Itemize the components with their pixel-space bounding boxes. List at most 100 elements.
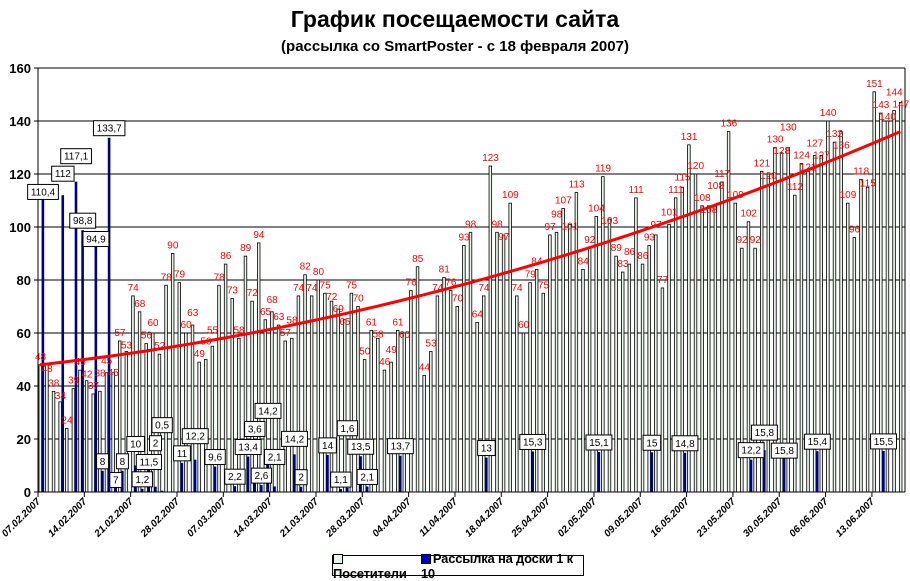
mailing-data-label: 13,5 [351,442,371,453]
mailing-label-box [51,165,75,182]
visitors-data-label: 103 [601,216,618,227]
mailing-data-label: 3,6 [248,424,262,435]
mailing-data-label: 10 [130,440,142,451]
visitors-data-label: 86 [637,251,649,262]
mailing-data-label-group: 13,4 [234,438,262,455]
visitors-data-label: 109 [727,190,744,201]
legend-label-mailing: Рассылка на доски 1 к 10 [420,550,573,581]
visitors-data-label: 56 [141,331,153,342]
visitors-bar [448,290,453,493]
visitors-data-label: 60 [518,320,530,331]
mailing-label-box [151,417,173,434]
visitors-data-label: 136 [833,141,850,152]
visitors-data-label: 89 [611,243,623,254]
visitors-bar [541,292,545,493]
visitors-bar [303,274,307,493]
visitors-bar [409,290,413,493]
visitors-bar [343,319,347,493]
visitors-data-label: 57 [280,328,292,339]
visitors-data-label: 75 [346,280,358,291]
visitors-data-label: 113 [569,180,585,191]
mailing-data-label: 15,1 [589,438,609,449]
visitors-bar [415,266,420,493]
visitors-data-label: 46 [379,357,391,368]
y-tick-label: 20 [17,432,31,447]
visitors-bar [733,202,737,493]
visitors-data-label: 64 [472,309,484,320]
visitors-bar [720,181,724,493]
mailing-data-label: 7 [113,475,119,486]
mailing-label-box [135,454,162,471]
visitors-bar [316,279,320,493]
visitors-data-label: 70 [452,294,464,305]
visitors-data-label: 60 [399,330,411,341]
visitors-data-label: 65 [260,307,272,318]
visitors-bar [197,361,201,493]
mailing-bar [326,454,329,492]
y-tick-label: 0 [24,485,31,500]
visitors-data-label: 109 [502,190,519,201]
mailing-bar [683,452,687,492]
y-tick-label: 80 [17,273,31,288]
visitors-bar [442,276,446,493]
visitors-bar [621,271,625,493]
visitors-data-label: 98 [465,219,477,230]
visitors-data-label: 68 [267,295,279,306]
visitors-bar [865,186,870,493]
mailing-data-label-group: 2 [294,469,308,486]
mailing-bar [107,137,111,492]
visitors-data-label: 74 [511,283,523,294]
mailing-data-label-group: 2,2 [224,468,246,485]
visitors-data-label: 108 [701,205,718,216]
mailing-label-box [671,435,699,452]
y-tick-label: 100 [9,220,31,235]
visitors-bar [356,306,360,493]
chart-title: График посещаемости сайта [290,6,620,32]
mailing-data-label-group: 1,2 [131,471,153,488]
y-tick-label: 60 [17,326,31,341]
x-tick-label: 18.04.2007 [463,496,506,539]
mailing-bar [749,459,753,492]
mailing-data-label-group: 0,5 [151,417,173,434]
legend-label-visitors: Посетители [333,565,407,581]
visitors-bar [534,268,539,493]
mailing-data-label: 2 [153,439,159,450]
visitors-bar [647,245,651,493]
visitors-bar [482,295,486,493]
mailing-data-label-group: 13,7 [386,438,414,455]
mailing-bar [650,452,654,492]
mailing-label-box [803,433,831,450]
mailing-bar [160,490,164,492]
visitors-bar [91,393,95,493]
visitors-data-label: 58 [233,325,245,336]
visitors-bar [607,218,612,493]
mailing-data-label-group: 133,7 [92,120,126,137]
mailing-data-label-group: 15,1 [585,434,613,451]
visitors-data-label: 107 [555,195,572,206]
visitors-bar [184,332,188,493]
mailing-data-label: 112 [55,169,71,180]
x-tick-label: 07.02.2007 [0,496,43,539]
visitors-data-label: 92 [584,235,596,246]
mailing-bar [815,451,819,492]
mailing-data-label: 2,2 [228,472,242,483]
mailing-label-box [642,434,662,451]
mailing-data-label: 2,1 [360,472,374,483]
mailing-bar [121,470,124,492]
mailing-label-box [477,440,496,457]
mailing-data-label-group: 12,2 [737,442,765,459]
mailing-data-label-group: 2 [149,435,163,452]
visitors-data-label: 108 [694,193,711,204]
mailing-label-box [60,148,92,165]
visitors-data-label: 130 [767,135,784,146]
visitors-data-label: 75 [538,280,550,291]
visitors-data-label: 90 [167,241,179,252]
visitors-data-label: 120 [760,171,777,182]
visitors-data-label: 60 [147,318,159,329]
visitors-data-label: 48 [42,364,54,375]
visitors-data-label: 75 [320,280,332,291]
mailing-label-box [770,442,798,459]
mailing-data-label: 15,8 [775,446,795,457]
visitors-bar [164,284,168,493]
mailing-label-box [254,402,282,419]
